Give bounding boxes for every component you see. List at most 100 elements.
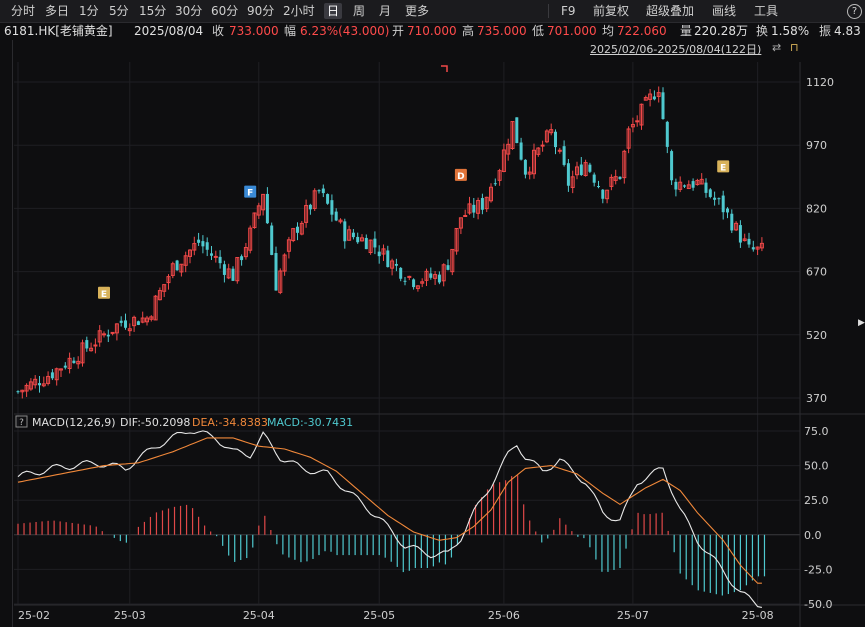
candle-body: [188, 249, 192, 257]
period-tab-3[interactable]: 5分: [109, 4, 129, 18]
candle-body: [501, 149, 506, 173]
tool-button-0[interactable]: F9: [561, 4, 576, 18]
macd-help-box[interactable]: [15, 415, 28, 428]
switch-icon[interactable]: ⇄: [772, 41, 782, 54]
volume-value: 220.28万: [694, 24, 748, 38]
candle-body: [24, 384, 29, 392]
period-tab-1[interactable]: 多日: [45, 4, 70, 18]
period-tab-9[interactable]: 日: [324, 3, 343, 19]
candle-body: [28, 381, 33, 390]
open-value: 710.000: [407, 24, 457, 38]
candle-body: [270, 225, 274, 255]
period-tab-7[interactable]: 90分: [247, 4, 275, 18]
candle-body: [759, 242, 764, 249]
candle-body: [338, 219, 343, 223]
macd-dif-value: DIF:-50.2098: [120, 416, 190, 429]
event-marker-0[interactable]: [98, 286, 110, 299]
candle-body: [519, 142, 523, 160]
candle-body: [717, 198, 721, 200]
low-value: 701.000: [547, 24, 597, 38]
candle-body: [570, 176, 575, 188]
period-tab-2[interactable]: 1分: [79, 4, 99, 18]
candle-body: [373, 238, 377, 248]
low-label: 低: [532, 24, 545, 38]
candle-body: [132, 316, 137, 327]
candle-body: [472, 204, 476, 213]
candle-body: [106, 334, 110, 337]
macd-axis-label-0: 75.0: [804, 425, 829, 438]
price-axis-label-5: 370: [806, 392, 827, 405]
period-tab-6[interactable]: 60分: [211, 4, 239, 18]
symbol-label[interactable]: 6181.HK[老铺黄金]: [4, 24, 113, 38]
date-range-label[interactable]: 2025/02/06-2025/08/04(122日): [590, 43, 762, 56]
candle-body: [67, 357, 72, 369]
date-label: 2025/08/04: [134, 24, 204, 38]
candle-body: [437, 274, 441, 283]
candle-body: [458, 217, 463, 229]
candle-body: [566, 163, 570, 186]
candle-body: [102, 333, 106, 336]
expand-arrow-icon[interactable]: ▶: [858, 318, 865, 328]
candle-body: [286, 239, 291, 252]
tool-button-4[interactable]: 工具: [754, 4, 779, 18]
candle-body: [454, 227, 459, 252]
macd-axis-label-1: 50.0: [804, 460, 829, 473]
candle-body: [699, 178, 704, 185]
event-marker-label-3: E: [720, 163, 726, 173]
volume-label: 量: [680, 24, 693, 38]
candle-body: [261, 193, 266, 211]
candle-body: [377, 251, 381, 257]
price-axis-label-2: 820: [806, 202, 827, 215]
candle-body: [46, 375, 51, 384]
candle-body: [218, 256, 222, 264]
dif-line: [17, 430, 763, 608]
candle-body: [162, 284, 167, 292]
candle-body: [33, 378, 38, 386]
candle-body: [308, 204, 312, 210]
close-label: 收: [212, 24, 225, 38]
candle-body: [351, 232, 355, 238]
event-marker-2[interactable]: [454, 168, 467, 181]
time-axis-label-3: 25-05: [363, 609, 395, 622]
period-tab-5[interactable]: 30分: [175, 4, 203, 18]
candle-body: [282, 254, 287, 272]
candle-body: [622, 150, 627, 179]
candle-body: [635, 120, 640, 123]
period-tab-4[interactable]: 15分: [139, 4, 167, 18]
candle-body: [149, 316, 154, 320]
question-icon[interactable]: ?: [844, 2, 865, 19]
turnover-value: 1.58%: [771, 24, 810, 38]
period-tab-8[interactable]: 2小时: [283, 4, 315, 18]
event-marker-3[interactable]: [717, 160, 730, 173]
candle-body: [205, 242, 209, 250]
macd-dea-value: DEA:-34.8383: [192, 416, 268, 429]
candle-body: [613, 176, 618, 181]
period-tab-0[interactable]: 分时: [11, 4, 36, 18]
candle-body: [16, 391, 20, 393]
candle-body: [390, 260, 395, 269]
event-marker-1[interactable]: [244, 185, 257, 198]
tool-button-1[interactable]: 前复权: [593, 4, 630, 18]
candle-body: [609, 176, 614, 187]
candle-body: [450, 248, 455, 273]
candle-body: [605, 189, 610, 200]
candle-body: [256, 205, 261, 216]
lock-icon[interactable]: ⊓: [790, 41, 799, 54]
candle-body: [386, 250, 390, 268]
candle-body: [708, 189, 712, 197]
period-tab-11[interactable]: 月: [379, 4, 392, 18]
candle-body: [222, 264, 226, 275]
period-tab-12[interactable]: 更多: [405, 4, 430, 18]
candle-body: [296, 226, 299, 233]
candle-body: [747, 238, 751, 245]
time-axis-label-6: 25-08: [742, 609, 774, 622]
candle-body: [226, 268, 231, 279]
macd-help-icon: ?: [19, 418, 24, 428]
period-tab-10[interactable]: 周: [353, 4, 366, 18]
tool-button-3[interactable]: 画线: [712, 4, 737, 18]
candle-body: [540, 144, 545, 147]
event-marker-label-2: D: [457, 172, 464, 182]
candle-body: [54, 368, 59, 381]
tool-button-2[interactable]: 超级叠加: [646, 4, 695, 18]
